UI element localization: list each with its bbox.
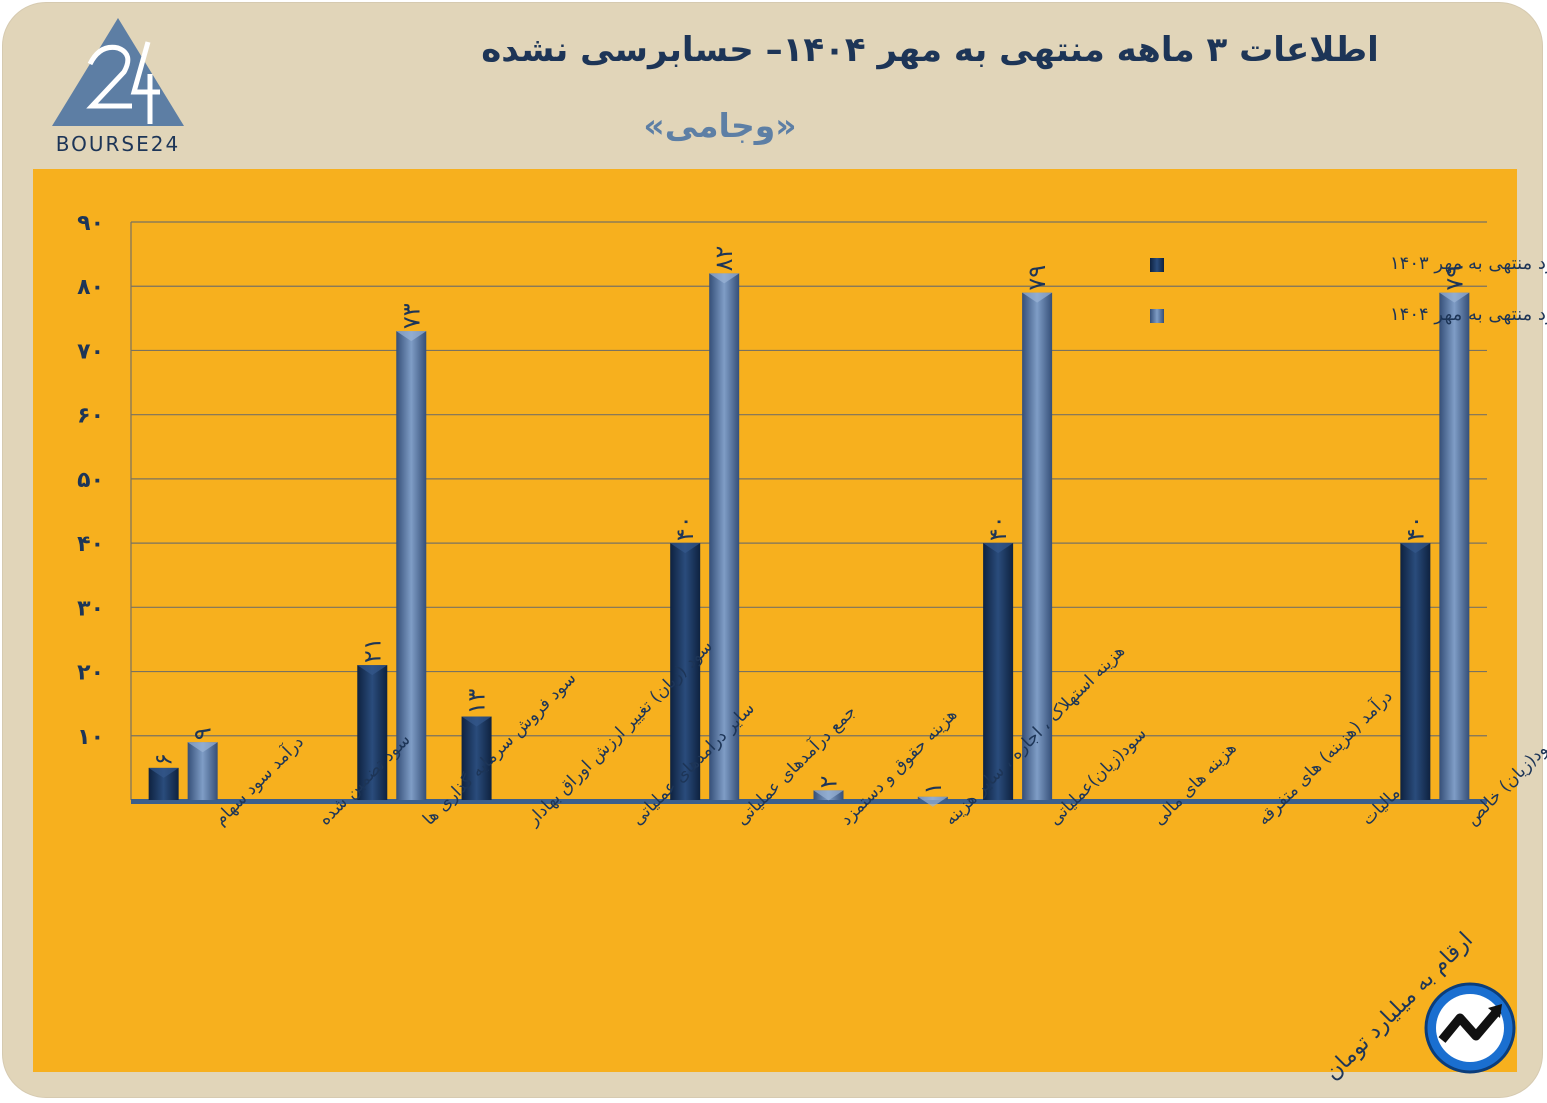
x-tick-label: درآمد سود سهام <box>209 731 308 830</box>
x-tick-label: مالیات <box>1358 783 1405 830</box>
logo-digit-four <box>130 41 160 124</box>
bar-cap <box>983 543 1014 554</box>
data-label: ۷۹ <box>1440 265 1468 291</box>
data-label: ۴۰ <box>671 515 699 541</box>
y-tick-label: ۳۰ <box>77 596 104 621</box>
x-axis-line <box>131 799 1487 804</box>
bar-cap <box>357 665 388 676</box>
bar-cap <box>1400 543 1431 554</box>
y-tick-label: ۱۰ <box>77 725 104 750</box>
data-label: ۴۰ <box>984 515 1012 541</box>
bar-cap <box>396 331 427 342</box>
company-name: «وجامی» <box>643 106 797 145</box>
bar-cap <box>1439 292 1470 303</box>
trend-badge-icon <box>1424 982 1516 1074</box>
legend-label: عملکرد منتهی به مهر ۱۴۰۳ <box>1390 253 1547 274</box>
bar-cap <box>670 543 701 554</box>
y-tick-label: ۴۰ <box>77 532 104 557</box>
chart-panel <box>33 169 1517 1072</box>
x-tick-label: سود(زیان) خالص <box>1462 729 1547 829</box>
legend-label: عملکرد منتهی به مهر ۱۴۰۴ <box>1390 304 1547 325</box>
y-tick-label: ۸۰ <box>77 275 104 300</box>
bar-1403 <box>357 665 388 800</box>
data-label: ۲۱ <box>358 637 386 663</box>
legend-swatch <box>1150 258 1164 272</box>
data-label: ۶ <box>150 753 178 766</box>
page-title: اطلاعات ۳ ماهه منتهی به مهر ۱۴۰۴– حسابرس… <box>481 30 1379 70</box>
bar-1403 <box>670 543 701 800</box>
bar-cap <box>1022 292 1053 303</box>
data-label: ۲ <box>815 775 843 788</box>
bar-1404 <box>1439 292 1470 800</box>
bar-1403 <box>461 716 492 800</box>
bar-cap <box>917 796 948 807</box>
data-label: ۸۲ <box>710 246 738 272</box>
bar-1404 <box>709 273 740 800</box>
bar-cap <box>709 273 740 284</box>
data-label: ۷۳ <box>397 303 425 329</box>
bar-cap <box>148 767 179 778</box>
y-tick-label: ۶۰ <box>77 404 104 429</box>
bar-1404 <box>1022 292 1053 800</box>
y-tick-label: ۵۰ <box>77 468 104 493</box>
data-label: ۱ <box>919 782 947 795</box>
data-label: ۹ <box>189 727 217 740</box>
logo-digit-two <box>86 44 132 109</box>
bar-1403 <box>1400 543 1431 800</box>
x-tick-label: سود(زیان)عملیاتی <box>1045 724 1151 830</box>
y-tick-label: ۷۰ <box>77 339 104 364</box>
data-label: ۱۳ <box>463 689 491 715</box>
legend-swatch <box>1150 309 1164 323</box>
y-tick-label: ۹۰ <box>77 211 104 236</box>
data-label: ۴۰ <box>1401 515 1429 541</box>
bar-cap <box>461 716 492 727</box>
data-label: ۷۹ <box>1023 265 1051 291</box>
logo-text: BOURSE24 <box>56 132 180 156</box>
x-tick-label: هزینه حقوق و دستمزد <box>836 705 961 830</box>
y-tick-label: ۲۰ <box>77 661 104 686</box>
bar-cap <box>187 742 218 753</box>
bourse24-logo: BOURSE24 <box>52 18 184 156</box>
bar-cap <box>813 790 844 801</box>
bar-1403 <box>983 543 1014 800</box>
bar-1404 <box>396 331 427 800</box>
x-tick-label: هزینه های مالی <box>1149 738 1240 829</box>
